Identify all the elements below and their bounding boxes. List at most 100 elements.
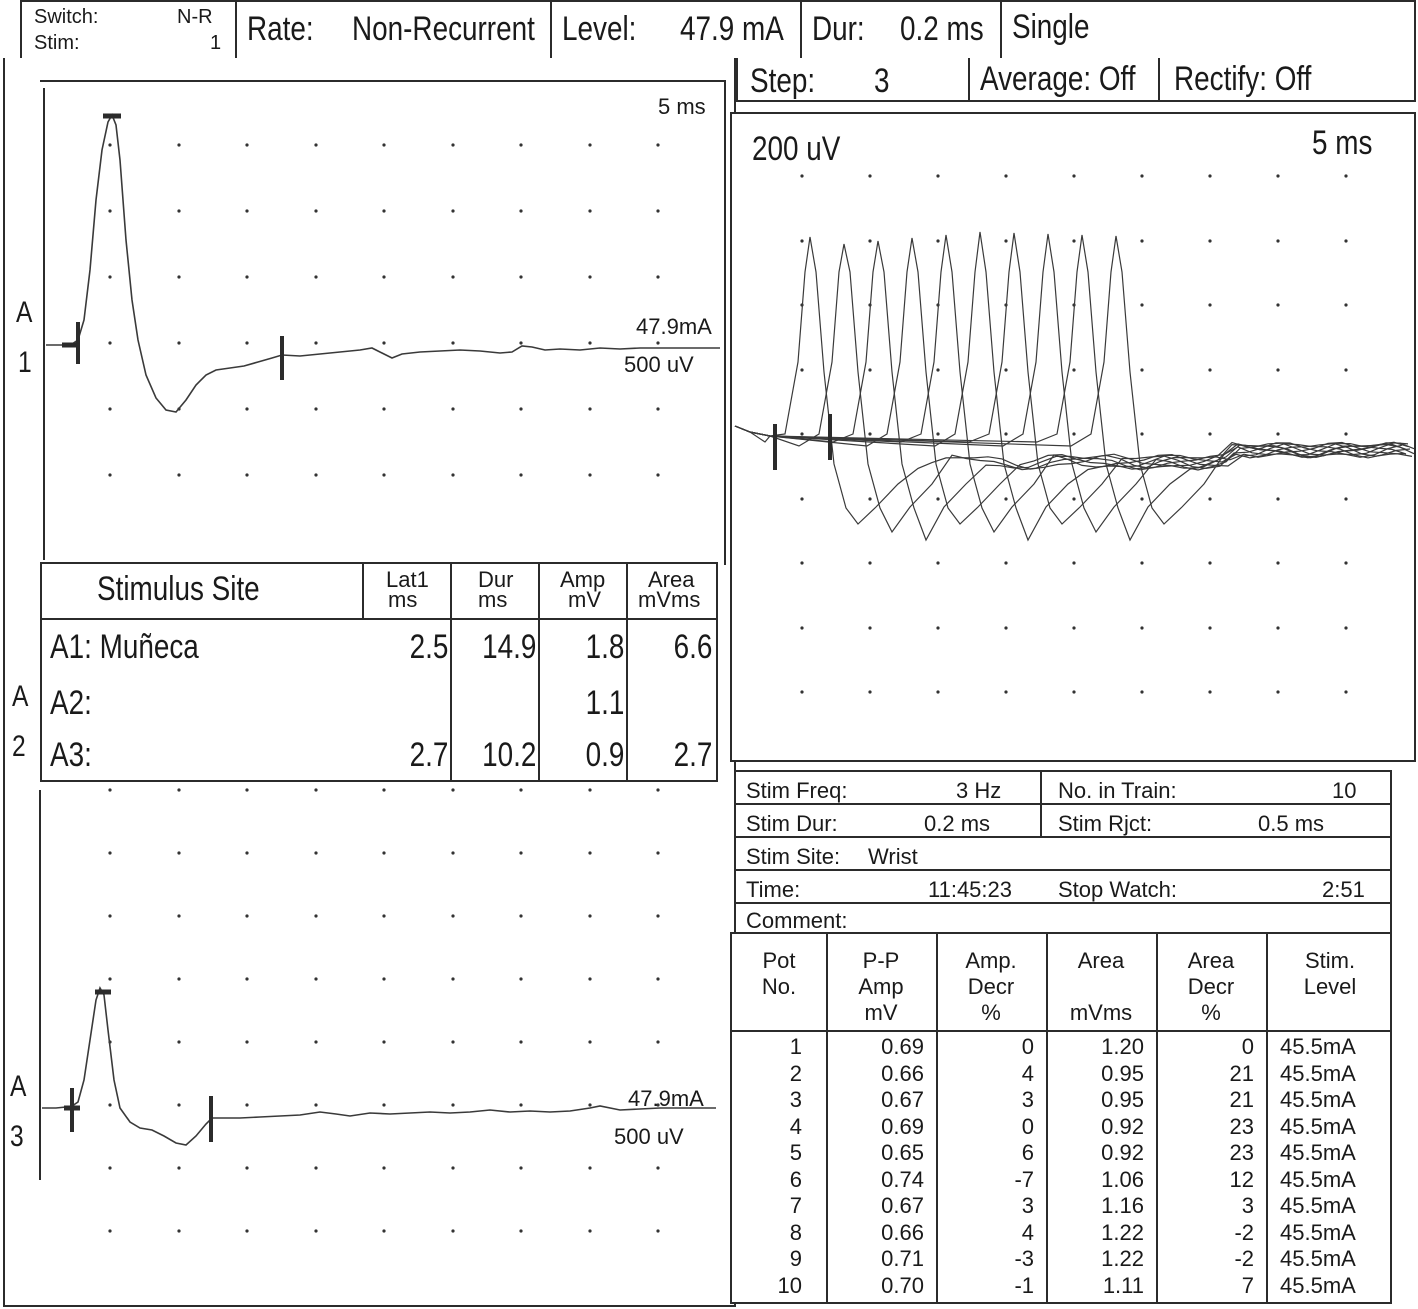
pot-cell: 1.22 [1101, 1219, 1144, 1245]
grid-dot [314, 209, 318, 213]
left-traces-svg [39, 88, 720, 1233]
train-waveform-5 [734, 234, 1405, 534]
pot-col-divider [1046, 934, 1048, 1302]
grid-dot [314, 341, 318, 345]
stim-freq-value: 3 Hz [956, 778, 1002, 803]
pot-cell: 45.5mA [1280, 1246, 1356, 1271]
grid-dot [451, 1166, 455, 1170]
grid-dot [1344, 368, 1348, 372]
grid-dot [936, 497, 940, 501]
grid-dot [382, 977, 386, 981]
grid-dot [382, 473, 386, 477]
a3-grid-dots [108, 788, 660, 1233]
grid-dot [519, 788, 523, 792]
pot-cell: 21 [1229, 1060, 1254, 1086]
grid-dot [519, 341, 523, 345]
stim-cell-lat: 2.7 [409, 736, 448, 774]
pot-header-text: Amp. [965, 948, 1017, 973]
grid-dot [314, 1229, 318, 1233]
step-value: 3 [874, 62, 890, 100]
a3-channel-number: 3 [10, 1120, 24, 1153]
pot-cell: 7 [1241, 1272, 1254, 1298]
stim-cell-site: A3: [50, 736, 92, 774]
pot-header-text: Area [1077, 948, 1125, 973]
train-traces-svg [734, 174, 1415, 694]
comment-row: Comment: [736, 904, 1390, 936]
train-waveforms [734, 231, 1415, 542]
grid-dot [382, 341, 386, 345]
grid-dot [519, 407, 523, 411]
grid-dot [451, 977, 455, 981]
grid-dot [519, 275, 523, 279]
pot-cell: 45.5mA [1280, 1272, 1356, 1298]
grid-dot [656, 341, 660, 345]
grid-dot [588, 1229, 592, 1233]
grid-dot [1208, 497, 1212, 501]
grid-dot [868, 690, 872, 694]
a1-channel-number: 1 [18, 346, 32, 379]
pot-cell: 3 [1021, 1193, 1034, 1218]
stim-table-row: A2: 1.1 [42, 684, 716, 734]
a3-waveform [42, 986, 716, 1146]
pot-cell: 5 [789, 1140, 802, 1165]
grid-dot [382, 407, 386, 411]
pot-cell: 6 [789, 1166, 802, 1192]
grid-dot [1004, 174, 1008, 178]
train-waveform-7 [734, 232, 1403, 525]
grid-dot [245, 143, 249, 147]
grid-dot [1344, 303, 1348, 307]
grid-dot [245, 1103, 249, 1107]
train-amp-scale: 200 uV [752, 130, 841, 168]
grid-dot [588, 851, 592, 855]
header-lat: Lat1 ms [364, 564, 452, 618]
grid-dot [1004, 690, 1008, 694]
grid-dot [1140, 432, 1144, 436]
stim-cell-amp: 0.9 [585, 736, 624, 774]
grid-dot [588, 275, 592, 279]
pot-cell: -1 [1014, 1272, 1034, 1298]
grid-dot [177, 341, 181, 345]
grid-dot [868, 497, 872, 501]
grid-dot [936, 432, 940, 436]
pot-cell: 0.92 [1101, 1113, 1144, 1139]
stim-cell-area: 2.7 [673, 736, 712, 774]
pot-table-header: Pot No. P-P Amp mV Amp. Decr% Area mVms Area Decr%… [732, 934, 1390, 1030]
grid-dot [1208, 239, 1212, 243]
grid-dot [936, 174, 940, 178]
grid-dot [656, 1166, 660, 1170]
grid-dot [108, 473, 112, 477]
pot-cell: 0.95 [1101, 1087, 1144, 1112]
average-cell: Average: Off [970, 58, 1160, 100]
stim-site-value: Wrist [868, 844, 918, 869]
grid-dot [656, 209, 660, 213]
grid-dot [245, 914, 249, 918]
grid-dot [519, 1229, 523, 1233]
grid-dot [245, 1040, 249, 1044]
pot-cell: 21 [1229, 1087, 1254, 1112]
pot-header-text: Pot [762, 948, 796, 973]
pot-cell: 0.67 [881, 1087, 924, 1112]
pot-col-divider [1156, 934, 1158, 1302]
train-value: 10 [1332, 778, 1357, 803]
grid-dot [656, 143, 660, 147]
grid-dot [588, 977, 592, 981]
pot-cell: 1.06 [1101, 1166, 1144, 1192]
pot-cell: 0 [1021, 1113, 1034, 1139]
pot-cell: 0.69 [881, 1034, 924, 1059]
pot-header-text: Stim. [1304, 948, 1356, 973]
stim-rjct-value: 0.5 ms [1258, 811, 1325, 836]
grid-dot [1208, 303, 1212, 307]
time-row: Time: 11:45:23 Stop Watch: 2:51 [736, 871, 1390, 904]
train-panel: 200 uV 5 ms [730, 112, 1416, 762]
grid-dot [1140, 690, 1144, 694]
grid-dot [314, 788, 318, 792]
pot-cell: 10 [777, 1272, 802, 1298]
pot-cell: 45.5mA [1280, 1113, 1356, 1139]
pot-cell: -2 [1234, 1219, 1254, 1245]
grid-dot [451, 1229, 455, 1233]
header-site-label: Stimulus Site [97, 570, 260, 608]
grid-dot [177, 473, 181, 477]
header-area-l2: mVms [638, 587, 701, 612]
grid-dot [108, 914, 112, 918]
pot-cell: 0.66 [881, 1060, 924, 1086]
